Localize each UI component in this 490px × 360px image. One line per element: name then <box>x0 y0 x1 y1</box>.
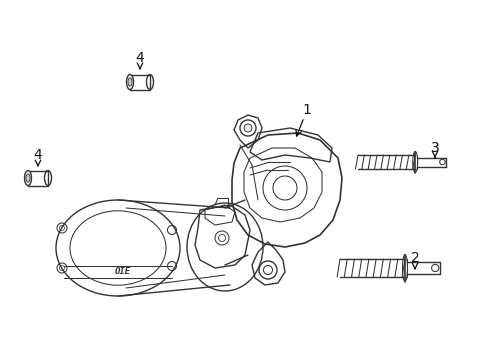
Text: 4: 4 <box>136 51 145 69</box>
Text: 3: 3 <box>431 141 440 158</box>
Ellipse shape <box>26 174 30 182</box>
Text: OIE: OIE <box>115 267 131 276</box>
Ellipse shape <box>126 75 133 90</box>
Bar <box>28 171 48 186</box>
Text: 1: 1 <box>296 103 312 136</box>
Ellipse shape <box>128 78 132 86</box>
Ellipse shape <box>24 171 31 185</box>
Text: 2: 2 <box>411 251 419 269</box>
Text: 4: 4 <box>34 148 42 166</box>
Bar <box>130 75 150 90</box>
